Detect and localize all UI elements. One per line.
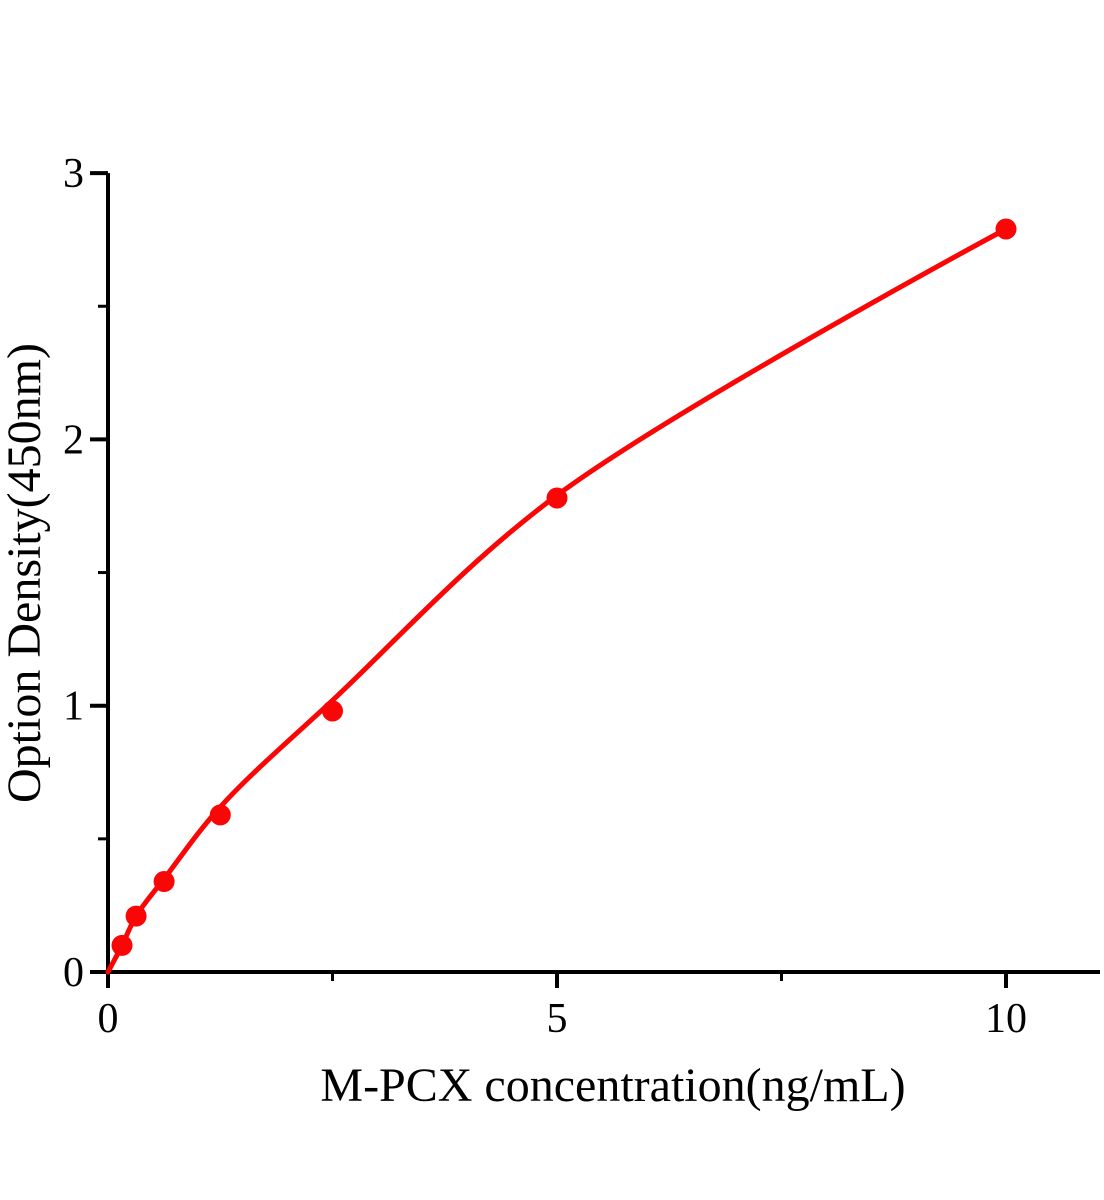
x-tick-label: 5 — [547, 996, 568, 1042]
x-axis-title: M-PCX concentration(ng/mL) — [320, 1059, 905, 1112]
y-axis-title: Option Density(450nm) — [0, 343, 51, 803]
data-point — [153, 871, 175, 892]
fit-curve — [105, 226, 1009, 975]
x-tick-label: 10 — [985, 996, 1027, 1042]
data-point — [322, 700, 343, 722]
data-point — [125, 905, 147, 927]
y-tick-label: 1 — [63, 684, 84, 730]
x-tick-label: 0 — [98, 996, 119, 1042]
data-point — [995, 218, 1017, 240]
y-tick-label: 2 — [63, 417, 84, 463]
y-tick-label: 0 — [63, 950, 84, 996]
data-point — [209, 804, 231, 826]
data-point — [546, 487, 568, 509]
data-point — [111, 934, 133, 956]
plot-dynamic-layer: 0 5 10 0 1 2 3 — [63, 151, 1100, 1042]
y-tick-label: 3 — [63, 151, 84, 197]
